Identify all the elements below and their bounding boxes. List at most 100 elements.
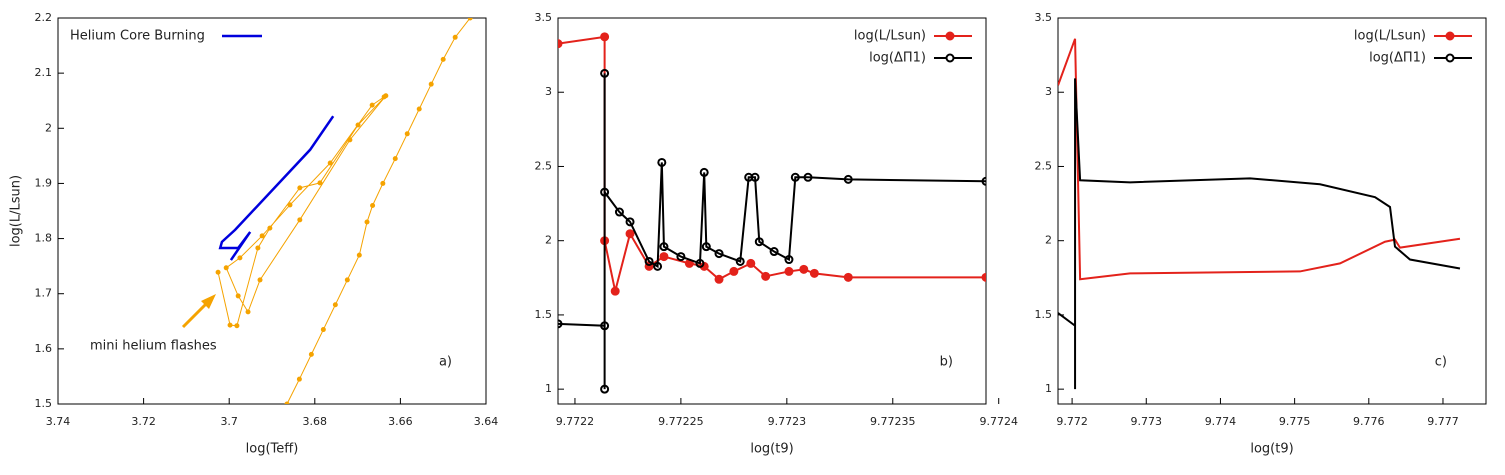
- data-point: [332, 302, 338, 308]
- data-point: [695, 258, 705, 268]
- x-tick-label: 9.7723: [768, 415, 807, 428]
- data-point: [657, 157, 667, 167]
- legend-label: log(L/Lsun): [1354, 29, 1426, 44]
- y-tick-label: 2: [45, 121, 52, 134]
- data-point: [714, 249, 724, 259]
- data-point: [558, 39, 563, 49]
- y-tick-label: 2.1: [35, 66, 53, 79]
- y-tick-label: 1.5: [1035, 308, 1053, 321]
- data-point: [600, 321, 610, 331]
- y-tick-label: 2: [1045, 234, 1052, 247]
- data-point: [784, 266, 794, 276]
- data-point: [287, 202, 293, 208]
- data-point: [267, 225, 273, 231]
- data-point: [416, 106, 422, 112]
- data-point: [308, 351, 314, 357]
- series-line: [1058, 38, 1461, 281]
- data-point: [428, 81, 434, 87]
- y-tick-label: 3.5: [1035, 11, 1053, 24]
- data-point: [729, 266, 739, 276]
- data-point: [245, 309, 251, 315]
- x-tick-label: 9.7724: [979, 415, 1018, 428]
- data-point: [259, 233, 265, 239]
- plot-area: [558, 32, 986, 394]
- data-point: [600, 384, 610, 394]
- x-tick-label: 9.77225: [658, 415, 704, 428]
- data-point: [255, 245, 261, 251]
- data-point: [625, 217, 635, 227]
- data-point: [843, 174, 853, 184]
- data-point: [843, 272, 853, 282]
- x-tick-label: 3.66: [388, 415, 413, 428]
- data-point: [440, 56, 446, 62]
- data-point: [746, 258, 756, 268]
- data-point: [284, 401, 290, 404]
- data-point: [356, 252, 362, 258]
- series-line: [558, 73, 986, 390]
- data-point: [364, 219, 370, 225]
- data-point: [370, 202, 376, 208]
- data-point: [659, 242, 669, 252]
- x-tick-label: 9.775: [1279, 415, 1311, 428]
- data-point: [784, 255, 794, 265]
- x-tick-label: 9.774: [1205, 415, 1237, 428]
- x-tick-label: 3.74: [46, 415, 71, 428]
- annotation: c): [1435, 355, 1447, 370]
- data-point: [297, 185, 303, 191]
- legend-label: Helium Core Burning: [70, 29, 205, 44]
- plot-frame: [557, 17, 987, 405]
- x-tick-label: 3.7: [220, 415, 238, 428]
- x-tick-label: 3.68: [303, 415, 328, 428]
- data-point: [600, 68, 610, 78]
- y-tick-label: 2.5: [1035, 159, 1053, 172]
- data-point: [790, 172, 800, 182]
- data-point: [981, 176, 986, 186]
- data-point: [223, 265, 229, 271]
- data-point: [237, 255, 243, 261]
- data-point: [714, 274, 724, 284]
- x-tick-label: 9.772: [1056, 415, 1088, 428]
- data-point: [452, 34, 458, 40]
- legend-label: log(L/Lsun): [854, 29, 926, 44]
- data-point: [344, 277, 350, 283]
- y-tick-label: 1.5: [35, 397, 53, 410]
- legend-label: log(ΔΠ1): [869, 51, 926, 66]
- y-tick-label: 2.5: [535, 159, 553, 172]
- data-point: [809, 268, 819, 278]
- legend-label: log(ΔΠ1): [1369, 51, 1426, 66]
- data-point: [404, 131, 410, 137]
- plot-area: [1058, 38, 1461, 390]
- plot-frame: [57, 17, 487, 405]
- data-point: [803, 172, 813, 182]
- series-line: [286, 18, 471, 404]
- x-axis-label: log(t9): [1250, 442, 1293, 457]
- data-point: [653, 261, 663, 271]
- data-point: [701, 242, 711, 252]
- y-axis-label: log(L/Lsun): [9, 175, 24, 247]
- data-point: [676, 252, 686, 262]
- data-point: [558, 319, 563, 329]
- x-axis-label: log(Teff): [246, 442, 299, 457]
- plot-frame: [1057, 17, 1487, 405]
- x-tick-label: 9.773: [1131, 415, 1163, 428]
- data-point: [235, 293, 241, 299]
- annotation: mini helium flashes: [90, 339, 217, 354]
- x-tick-label: 9.776: [1353, 415, 1385, 428]
- data-point: [234, 323, 240, 329]
- legend-marker: [945, 53, 955, 63]
- x-tick-label: 9.77235: [870, 415, 916, 428]
- y-tick-label: 1.7: [35, 287, 53, 300]
- y-tick-label: 1.8: [35, 232, 53, 245]
- legend-marker: [1445, 31, 1455, 41]
- x-tick-label: 9.777: [1427, 415, 1459, 428]
- arrow: [181, 294, 216, 329]
- x-tick-label: 3.64: [474, 415, 499, 428]
- data-point: [227, 322, 233, 328]
- y-tick-label: 1.6: [35, 342, 53, 355]
- data-point: [320, 327, 326, 333]
- x-tick-label: 3.72: [131, 415, 156, 428]
- data-point: [600, 32, 610, 42]
- annotation: b): [940, 355, 953, 370]
- data-point: [467, 18, 473, 21]
- plot-area: [215, 18, 473, 404]
